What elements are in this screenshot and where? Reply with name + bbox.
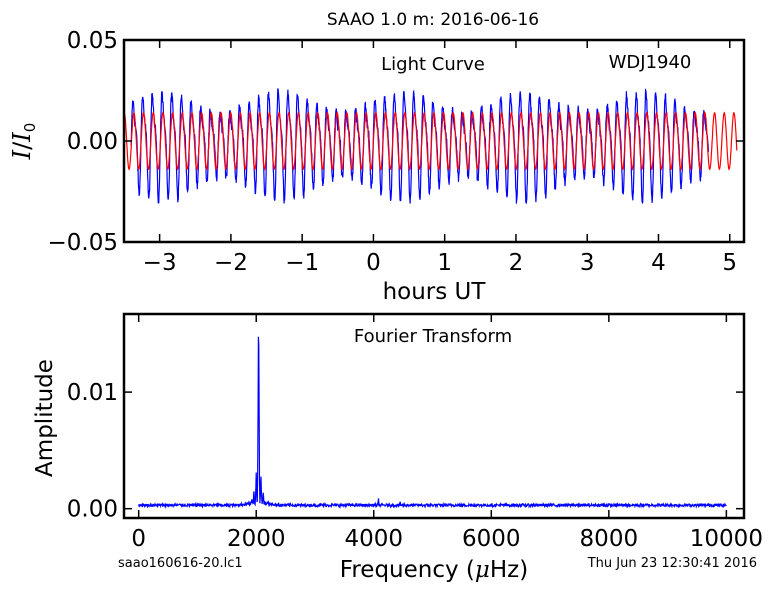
- fourier-transform-panel: 0 2000 4000 6000 8000 10000 0.00 0.01 Fourier T…: [32, 312, 763, 583]
- fourier-transform-frame: [122, 312, 746, 520]
- fourier-x-tick-label: 6000: [462, 526, 521, 552]
- light-curve-x-tick-label: 4: [651, 250, 666, 276]
- fourier-x-tick-label: 8000: [580, 526, 639, 552]
- target-name-annotation: WDJ1940: [609, 52, 692, 73]
- light-curve-x-tick-label: 5: [722, 250, 737, 276]
- footer-timestamp: Thu Jun 23 12:30:41 2016: [587, 556, 757, 571]
- light-curve-x-tick-label: 3: [580, 250, 595, 276]
- light-curve-y-label: I/I0: [8, 123, 39, 161]
- light-curve-x-tick-label: 0: [366, 250, 381, 276]
- fourier-transform-annotation: Fourier Transform: [354, 326, 512, 347]
- light-curve-x-tick-label: −1: [285, 250, 319, 276]
- light-curve-panel: −3 −2 −1 0 1 2 3 4 5 −0.05 0.00 0.05 Light Curve WD…: [8, 28, 746, 305]
- fourier-y-tick-label: 0.00: [67, 497, 118, 523]
- light-curve-annotation: Light Curve: [381, 54, 485, 75]
- fourier-x-label: Frequency (μHz): [340, 557, 528, 583]
- light-curve-x-tick-label: 2: [509, 250, 524, 276]
- light-curve-y-tick-label: −0.05: [48, 230, 118, 256]
- footer-filename: saao160616-20.lc1: [118, 556, 243, 571]
- fourier-x-tick-label: 4000: [344, 526, 403, 552]
- light-curve-y-tick-label: 0.05: [67, 28, 118, 54]
- light-curve-model-line: [125, 111, 738, 171]
- light-curve-x-tick-label: −2: [214, 250, 248, 276]
- light-curve-x-tick-label: −3: [143, 250, 177, 276]
- light-curve-x-tick-label: 1: [437, 250, 452, 276]
- light-curve-y-tick-label: 0.00: [67, 129, 118, 155]
- fourier-x-tick-label: 10000: [690, 526, 763, 552]
- fourier-x-tick-label: 2000: [227, 526, 286, 552]
- fourier-x-tick-label: 0: [131, 526, 146, 552]
- light-curve-x-label: hours UT: [383, 279, 487, 305]
- fourier-y-label: Amplitude: [32, 359, 58, 477]
- figure-title: SAAO 1.0 m: 2016-06-16: [327, 10, 539, 30]
- fourier-y-tick-label: 0.01: [67, 380, 118, 406]
- fourier-amplitude-line: [138, 336, 727, 509]
